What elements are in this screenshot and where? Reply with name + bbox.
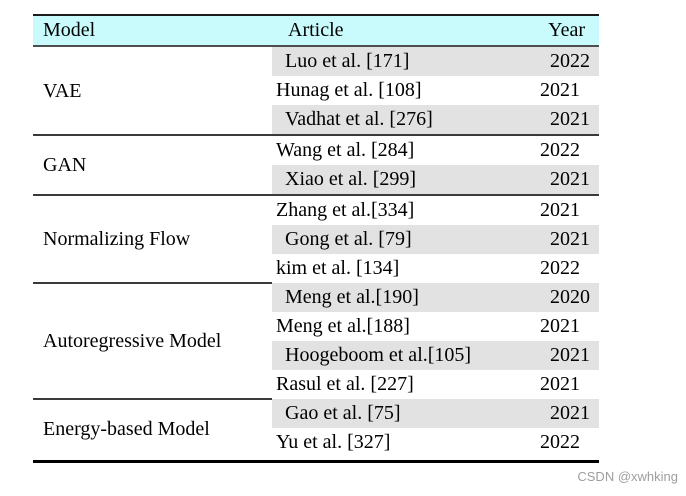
article-cell: Gao et al. [75] — [272, 399, 520, 428]
table-row: Hoogeboom et al.[105] 2021 — [33, 341, 599, 370]
article-cell: Meng et al.[190] — [272, 283, 520, 312]
table-row: Xiao et al. [299] 2021 — [33, 165, 599, 195]
year-cell: 2022 — [540, 431, 580, 453]
year-cell: 2021 — [540, 373, 580, 395]
table-row: Yu et al. [327] 2022 — [33, 428, 599, 457]
column-header-year: Year — [520, 14, 599, 47]
model-group-label-vae: VAE — [33, 46, 272, 135]
year-cell: 2021 — [520, 399, 599, 428]
year-cell: 2021 — [540, 315, 580, 337]
model-group-label-energy-based: Energy-based Model — [33, 398, 272, 457]
table-row: Rasul et al. [227] 2021 — [33, 370, 599, 399]
model-group-label-gan: GAN — [33, 134, 272, 195]
table-row: VAE Luo et al. [171] 2022 — [33, 46, 599, 135]
column-header-model: Model — [33, 14, 272, 47]
model-group-label-autoregressive: Autoregressive Model — [33, 282, 272, 399]
article-cell: Hunag et al. [108] — [276, 79, 422, 101]
header-row: Model Article Year — [33, 14, 599, 47]
article-cell: Meng et al.[188] — [276, 315, 410, 337]
year-cell: 2021 — [520, 105, 599, 135]
table-row: Energy-based Model Gao et al. [75] 2021 — [33, 398, 599, 457]
year-cell: 2022 — [520, 134, 599, 165]
column-header-article: Article — [272, 14, 520, 47]
year-cell: 2021 — [520, 341, 599, 370]
article-cell: Zhang et al.[334] — [272, 194, 520, 225]
model-group-label-normalizing-flow: Normalizing Flow — [33, 194, 272, 283]
table-header: Model Article Year — [33, 14, 599, 47]
year-cell: 2021 — [520, 165, 599, 195]
year-cell: 2022 — [540, 257, 580, 279]
article-cell: Hoogeboom et al.[105] — [272, 341, 520, 370]
model-article-year-table: Model Article Year VAE Luo et al. [171] … — [33, 14, 599, 463]
article-cell: Luo et al. [171] — [272, 46, 520, 76]
table-row: Hunag et al. [108] 2021 — [33, 76, 599, 105]
article-cell: Gong et al. [79] — [272, 225, 520, 254]
article-cell: Rasul et al. [227] — [276, 373, 414, 395]
table-row: Meng et al.[188] 2021 — [33, 312, 599, 341]
year-cell: 2021 — [540, 79, 580, 101]
table-row: kim et al. [134] 2022 — [33, 254, 599, 283]
article-cell: kim et al. [134] — [276, 257, 400, 279]
year-cell: 2021 — [520, 225, 599, 254]
csdn-watermark: CSDN @xwhking — [577, 469, 678, 484]
year-cell: 2020 — [520, 283, 599, 312]
article-cell: Wang et al. [284] — [272, 134, 520, 165]
article-cell: Vadhat et al. [276] — [272, 105, 520, 135]
table-row: Normalizing Flow Zhang et al.[334] 2021 — [33, 194, 599, 283]
article-cell: Xiao et al. [299] — [272, 165, 520, 195]
table-row: Gong et al. [79] 2021 — [33, 225, 599, 254]
bottom-rule — [33, 457, 599, 463]
table-row: Autoregressive Model Meng et al.[190] 20… — [33, 282, 599, 399]
article-cell: Yu et al. [327] — [276, 431, 391, 453]
year-cell: 2022 — [520, 46, 599, 76]
year-cell: 2021 — [520, 194, 599, 225]
table-row: GAN Wang et al. [284] 2022 — [33, 134, 599, 195]
table-row: Vadhat et al. [276] 2021 — [33, 105, 599, 135]
